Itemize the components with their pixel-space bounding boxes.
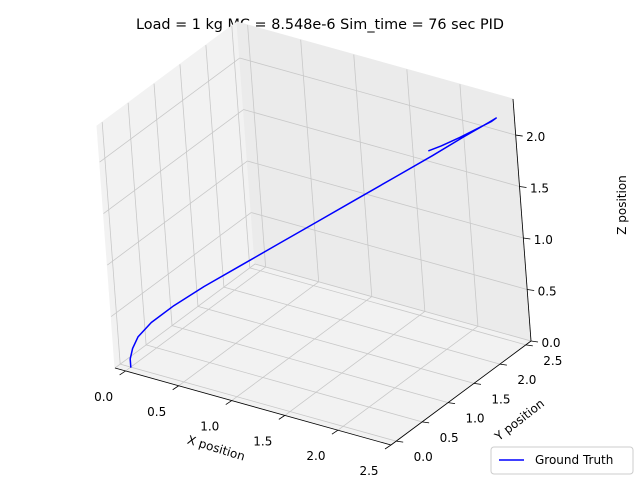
legend-frame [490,446,634,475]
x-tick-label: 2.5 [359,464,378,478]
z-gridline-right [254,263,532,342]
x-tick-mark [225,400,232,405]
z-tick-mark [523,237,531,240]
y-tick-label: 0.0 [414,450,433,464]
x-tick-label: 0.0 [94,390,113,404]
data-series [129,117,497,368]
y-tick-label: 1.0 [465,412,484,426]
z-tick-label: 0.0 [541,336,560,350]
gridlines [99,24,532,446]
z-gridline-left [110,212,252,317]
x-gridline-floor [231,296,373,401]
x-tick-mark [172,385,179,391]
x-tick-label: 1.0 [200,420,219,434]
z-tick-mark [515,134,523,137]
y-gridline-floor [120,363,397,442]
z-gridline-left [114,263,256,369]
x-gridline-wall [406,69,426,312]
y-tick-label: 2.5 [543,354,562,368]
x-tick-label: 2.0 [306,449,325,463]
chart-title: Load = 1 kg MC = 8.548e-6 Sim_time = 76 … [136,17,504,33]
y-gridline-wall [101,122,121,365]
x-gridline-floor [337,325,479,431]
y-tick-label: 0.5 [440,431,459,445]
z-gridline-right [247,160,524,239]
x-gridline-floor [178,281,319,387]
z-gridline-right [239,57,516,136]
x-tick-label: 0.5 [147,405,166,419]
z-axis-label: Z position [615,175,629,235]
x-gridline-floor [284,311,426,416]
y-gridline-wall [205,45,225,288]
x-gridline-wall [353,54,373,297]
x-axis-line [114,367,392,446]
z-gridline-left [99,57,240,163]
y-gridline-wall [153,83,173,326]
y-tick-label: 2.0 [517,373,536,387]
z-tick-label: 2.0 [526,130,545,144]
y-gridline-floor [146,344,423,423]
x-tick-mark [331,429,339,435]
y-gridline-wall [127,102,147,345]
legend: Ground Truth [490,446,634,475]
x-gridline-wall [300,39,320,282]
y-tick-mark [422,421,430,424]
x-gridline-wall [459,84,479,327]
z-axis-line [512,98,532,342]
z-gridline-left [107,160,248,266]
axes-panes [96,21,533,446]
legend-label: Ground Truth [535,453,613,467]
y-tick-mark [396,440,404,443]
y-tick-label: 1.5 [491,392,510,406]
y-tick-mark [525,344,533,347]
x-tick-mark [119,370,126,376]
y-gridline-floor [223,286,500,365]
y-tick-mark [473,382,482,385]
y-gridline-floor [249,267,526,346]
axis-ticks: 0.0 0.5 1.0 1.5 2.0 2.5 0.0 0.5 1.0 1.5 2.0 2.5 0.0 0… [94,130,562,478]
z-tick-mark [519,186,527,188]
y-gridline-wall [231,25,251,268]
z-tick-mark [527,289,535,291]
z-tick-label: 1.0 [534,233,553,247]
z-gridline-right [251,212,528,290]
y-gridline-wall [179,64,199,307]
x-gridline-floor [125,266,266,372]
x-tick-mark [384,444,392,450]
y-tick-mark [447,402,456,405]
z-tick-mark [530,340,539,343]
z-gridline-right [243,109,520,187]
x-tick-label: 1.5 [253,434,272,448]
y-axis-line [390,340,532,446]
z-tick-label: 0.5 [538,285,557,299]
y-tick-mark [499,363,507,366]
x-gridline-wall [247,24,267,267]
z-tick-label: 1.5 [530,182,549,196]
x-tick-mark [278,415,286,420]
y-gridline-floor [197,305,475,384]
z-gridline-left [103,109,244,214]
y-gridline-floor [171,325,449,404]
series-line-ground-truth [129,117,497,368]
axis-lines [114,98,532,446]
